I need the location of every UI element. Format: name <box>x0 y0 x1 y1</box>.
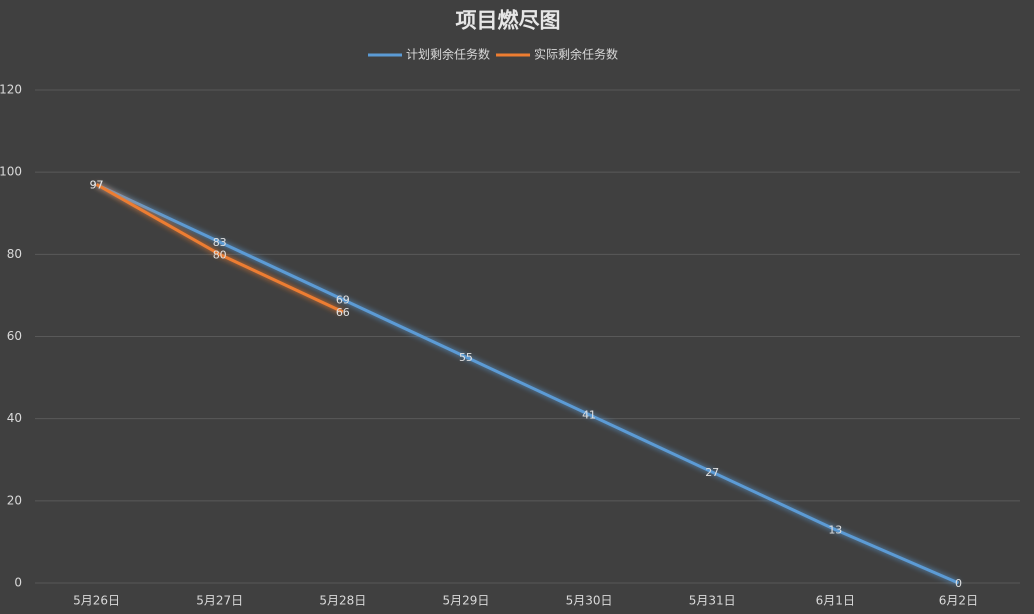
y-tick-label: 60 <box>7 329 22 343</box>
legend: 计划剩余任务数 实际剩余任务数 <box>368 47 618 62</box>
x-tick-label: 6月1日 <box>816 594 855 608</box>
data-label: 69 <box>336 294 350 307</box>
data-label: 0 <box>955 577 962 590</box>
series-line <box>95 183 960 585</box>
data-label: 80 <box>213 248 227 261</box>
y-tick-label: 80 <box>7 247 22 261</box>
data-label: 27 <box>705 466 719 479</box>
chart-title: 项目燃尽图 <box>456 8 561 33</box>
y-tick-label: 20 <box>7 493 22 507</box>
y-tick-label: 0 <box>14 576 22 590</box>
data-label: 66 <box>336 306 350 319</box>
data-label: 41 <box>582 409 596 422</box>
x-tick-label: 5月26日 <box>73 594 120 608</box>
data-label: 97 <box>90 178 104 191</box>
x-tick-label: 5月31日 <box>689 594 736 608</box>
x-tick-label: 5月30日 <box>566 594 613 608</box>
legend-label: 实际剩余任务数 <box>534 47 618 62</box>
y-tick-label: 40 <box>7 411 22 425</box>
legend-label: 计划剩余任务数 <box>406 47 490 62</box>
data-label: 13 <box>828 524 842 537</box>
data-label: 97 <box>90 178 104 191</box>
x-tick-label: 5月28日 <box>319 594 366 608</box>
x-tick-label: 6月2日 <box>939 594 978 608</box>
x-tick-label: 5月29日 <box>442 594 489 608</box>
data-label: 55 <box>459 351 473 364</box>
y-tick-label: 120 <box>0 83 22 97</box>
y-tick-label: 100 <box>0 165 22 179</box>
data-label: 83 <box>213 236 227 249</box>
x-tick-label: 5月27日 <box>196 594 243 608</box>
series-line <box>95 183 344 314</box>
